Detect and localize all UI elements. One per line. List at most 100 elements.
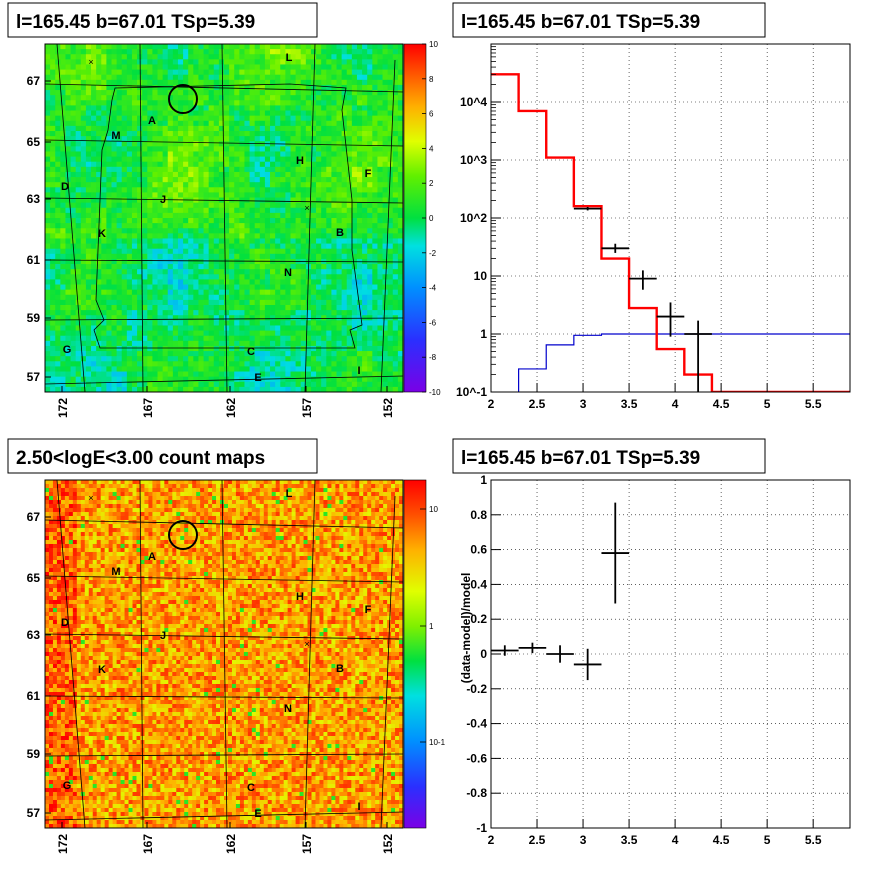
map-pixel xyxy=(270,85,276,91)
map-pixel xyxy=(301,213,307,219)
map-pixel xyxy=(50,341,56,347)
map-pixel xyxy=(111,44,117,50)
map-pixel xyxy=(316,177,322,183)
map-pixel xyxy=(173,341,179,347)
map-pixel xyxy=(377,244,383,250)
colorbar-tick-label: -2 xyxy=(429,249,437,258)
map-pixel xyxy=(168,172,174,178)
map-pixel xyxy=(306,172,312,178)
map-pixel xyxy=(122,59,128,65)
map-pixel xyxy=(89,480,93,484)
map-pixel xyxy=(352,167,358,173)
map-pixel xyxy=(117,331,123,337)
y-tick-label: 65 xyxy=(27,135,41,149)
map-pixel xyxy=(183,274,189,280)
map-pixel xyxy=(188,213,194,219)
map-pixel xyxy=(158,44,164,50)
map-pixel xyxy=(377,49,383,55)
map-pixel xyxy=(183,172,189,178)
map-pixel xyxy=(224,151,230,157)
map-pixel xyxy=(209,121,215,127)
map-pixel xyxy=(168,300,174,306)
map-pixel xyxy=(65,325,71,331)
map-pixel xyxy=(91,203,97,209)
map-pixel xyxy=(229,259,235,265)
map-pixel xyxy=(132,70,138,76)
map-pixel xyxy=(76,233,82,239)
map-pixel xyxy=(158,187,164,193)
map-pixel xyxy=(367,382,373,388)
map-pixel xyxy=(301,238,307,244)
map-pixel xyxy=(132,372,138,378)
map-pixel xyxy=(311,366,317,372)
map-pixel xyxy=(188,233,194,239)
map-pixel xyxy=(362,341,368,347)
map-pixel xyxy=(268,484,272,488)
map-pixel xyxy=(244,136,250,142)
map-pixel xyxy=(106,290,112,296)
map-pixel xyxy=(127,325,133,331)
map-pixel xyxy=(260,315,266,321)
map-pixel xyxy=(127,80,133,86)
map-pixel xyxy=(388,105,394,111)
map-pixel xyxy=(255,305,261,311)
map-pixel xyxy=(132,228,138,234)
map-pixel xyxy=(339,480,343,484)
map-pixel xyxy=(393,285,399,291)
map-pixel xyxy=(337,361,343,367)
map-pixel xyxy=(244,223,250,229)
map-pixel xyxy=(55,151,61,157)
map-pixel xyxy=(250,126,256,132)
map-pixel xyxy=(50,54,56,60)
map-pixel xyxy=(337,300,343,306)
map-pixel xyxy=(321,233,327,239)
map-pixel xyxy=(342,372,348,378)
map-pixel xyxy=(224,484,228,488)
map-pixel xyxy=(331,126,337,132)
map-pixel xyxy=(122,300,128,306)
map-pixel xyxy=(234,259,240,265)
map-pixel xyxy=(101,249,107,255)
map-pixel xyxy=(229,218,235,224)
map-pixel xyxy=(352,172,358,178)
map-pixel xyxy=(290,351,296,357)
map-pixel xyxy=(147,75,153,81)
map-pixel xyxy=(65,116,71,122)
map-pixel xyxy=(193,157,199,163)
map-pixel xyxy=(137,377,143,383)
map-pixel xyxy=(357,141,363,147)
map-pixel xyxy=(168,320,174,326)
map-pixel xyxy=(301,75,307,81)
map-pixel xyxy=(326,285,332,291)
map-pixel xyxy=(239,274,245,280)
map-pixel xyxy=(357,177,363,183)
map-pixel xyxy=(158,372,164,378)
map-pixel xyxy=(342,172,348,178)
map-pixel xyxy=(122,310,128,316)
map-pixel xyxy=(311,279,317,285)
map-pixel xyxy=(96,192,102,198)
map-pixel xyxy=(204,249,210,255)
map-pixel xyxy=(372,300,378,306)
map-pixel xyxy=(357,279,363,285)
map-pixel xyxy=(244,213,250,219)
map-pixel xyxy=(362,187,368,193)
map-pixel xyxy=(214,249,220,255)
map-pixel xyxy=(204,264,210,270)
map-pixel xyxy=(239,320,245,326)
map-pixel xyxy=(183,64,189,70)
map-pixel xyxy=(86,351,92,357)
map-pixel xyxy=(280,254,286,260)
map-pixel xyxy=(163,44,169,50)
map-pixel xyxy=(224,182,230,188)
map-pixel xyxy=(260,172,266,178)
map-pixel xyxy=(89,484,93,488)
map-pixel xyxy=(316,116,322,122)
map-pixel xyxy=(132,198,138,204)
map-pixel xyxy=(280,105,286,111)
map-pixel xyxy=(178,356,184,362)
map-pixel xyxy=(337,279,343,285)
map-pixel xyxy=(280,167,286,173)
map-pixel xyxy=(188,167,194,173)
map-pixel xyxy=(152,279,158,285)
